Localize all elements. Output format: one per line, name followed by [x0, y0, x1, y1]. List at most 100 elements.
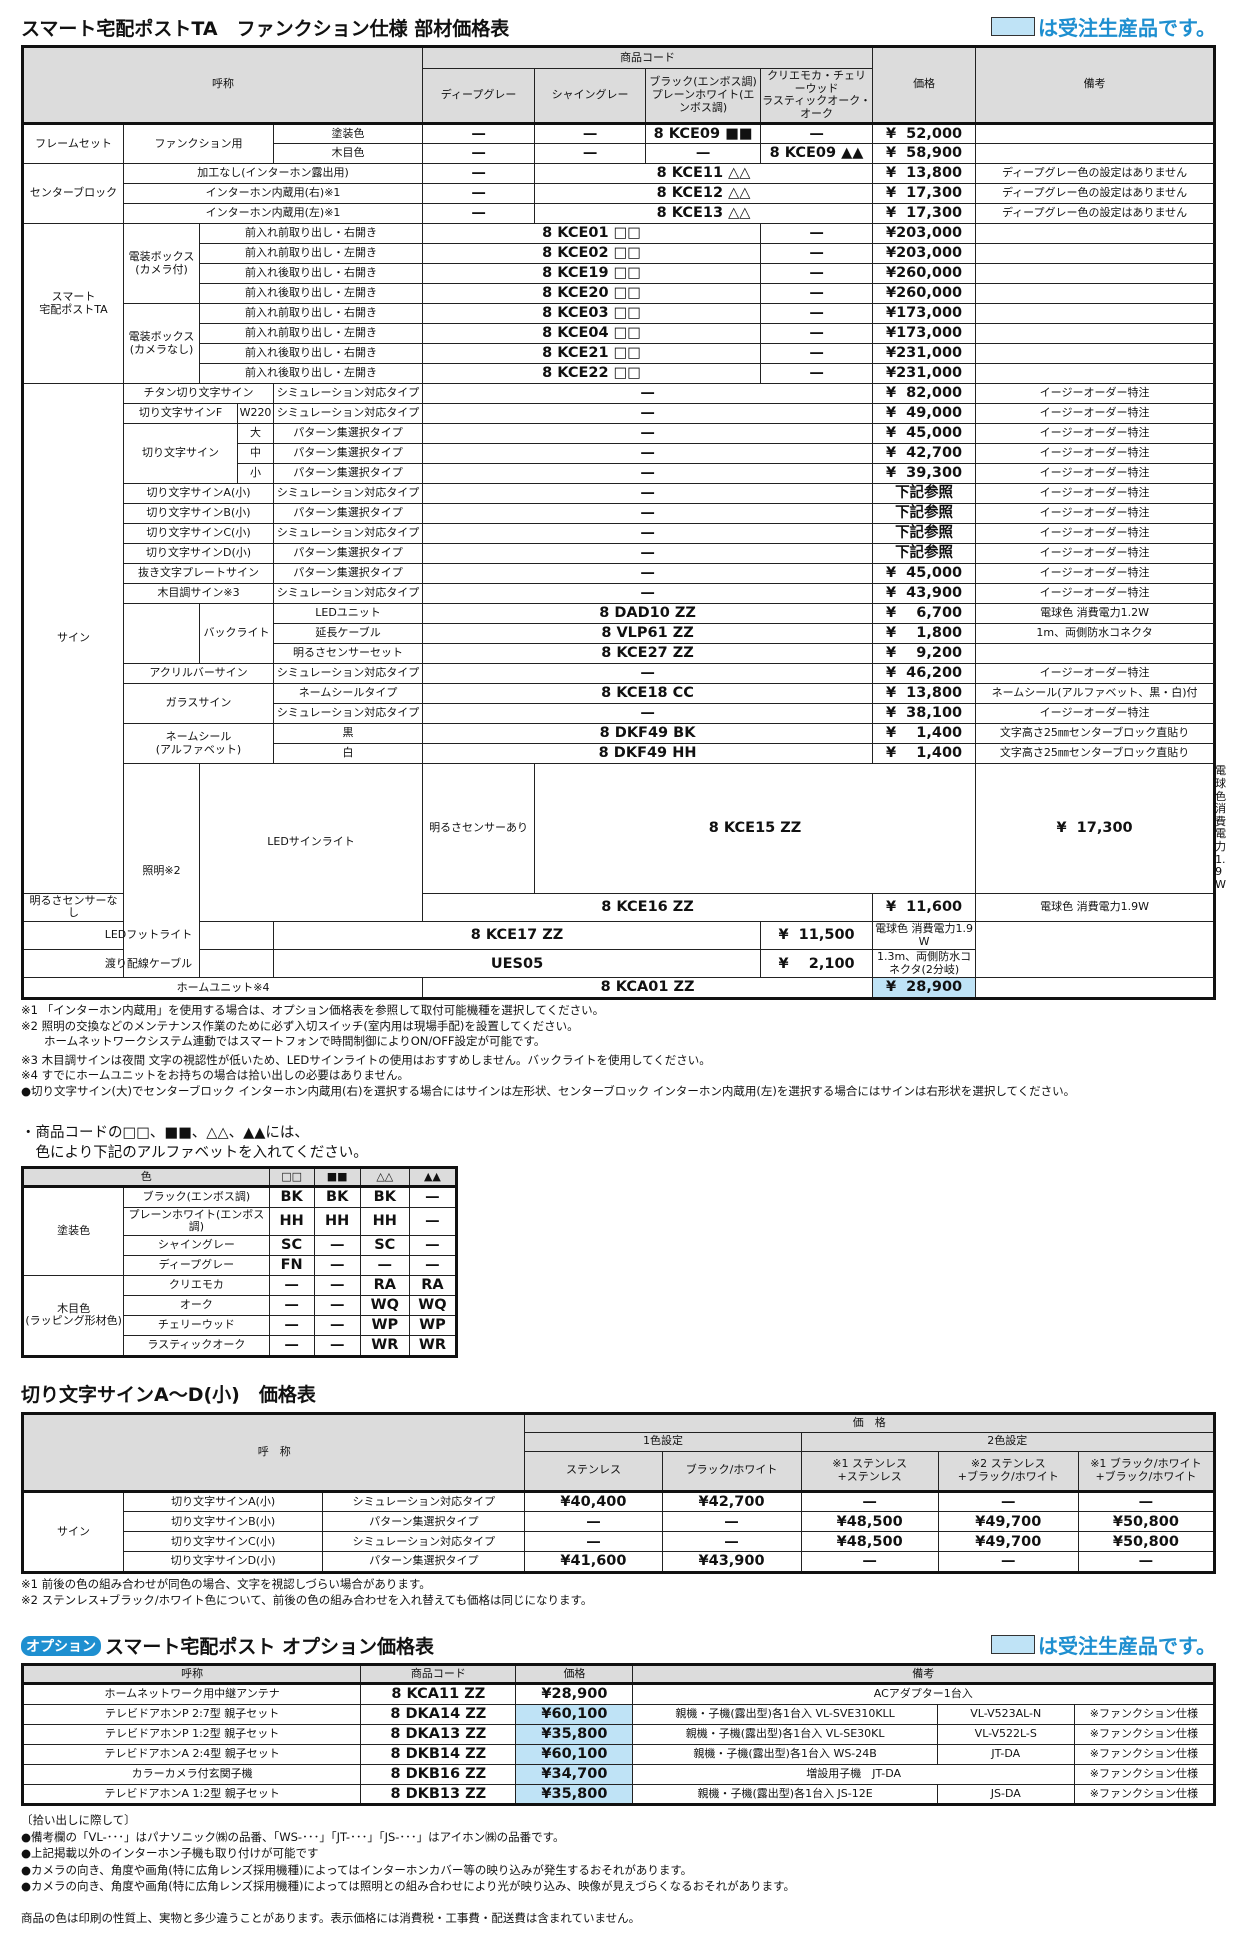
main-remarks-cell: イージーオーダー特注	[975, 703, 1215, 725]
option-label-cell: 増設用子機 JT-DA	[632, 1763, 1075, 1785]
main-price-cell: 下記参照	[872, 483, 977, 505]
option-row: テレビドアホンA 2:4型 親子セット 8 DKB14 ZZ ¥60,100 親機・子…	[21, 1743, 1216, 1765]
option-title-wrap: オプション スマート宅配ポスト オプション価格表	[21, 1632, 434, 1659]
main-row: 前入れ前取り出し・左開き 8 KCE04 □□ — ¥173,000	[23, 323, 1215, 345]
color_code-value-cell: HH	[268, 1206, 315, 1237]
legend-text: は受注生産品です。	[1038, 16, 1216, 40]
color_code-value-cell: —	[359, 1255, 410, 1277]
color_code-value-cell: HH	[359, 1206, 410, 1237]
sign_price-value-cell: —	[1077, 1490, 1216, 1513]
main-label-cell: 前入れ後取り出し・左開き	[198, 283, 424, 305]
color_code-label-cell: 木目色 (ラッピング形材色)	[21, 1275, 125, 1357]
option-row: カラーカメラ付玄関子機 8 DKB16 ZZ ¥34,700 増設用子機 JT-DA ※…	[21, 1763, 1216, 1785]
color_code-value-cell: BK	[268, 1186, 315, 1208]
sign_price-header-row: ステンレス ブラック/ホワイト ※1 ステンレス +ステンレス ※2 ステンレス +ブ…	[23, 1450, 1216, 1493]
note-line: ※2 ステンレス+ブラック/ホワイト色について、前後の色の組み合わせを入れ替えて…	[21, 1592, 593, 1607]
main-row: ネームシール (アルファベット) 黒 8 DKF49 BK ¥ 1,400 文字高さ25…	[23, 723, 1215, 765]
option-product-code-cell: 8 DKB13 ZZ	[360, 1783, 517, 1806]
option-title: スマート宅配ポスト オプション価格表	[105, 1636, 435, 1659]
color_code-row: 塗装色 ブラック(エンボス調) BK BK BK —	[21, 1186, 458, 1277]
sign_price-value-cell: —	[937, 1490, 1079, 1513]
color_code-value-cell: —	[313, 1315, 361, 1337]
main-label-cell	[123, 603, 200, 665]
main-label-cell: 小	[237, 463, 274, 485]
main-product-code-cell: —	[422, 583, 874, 605]
color_code-value-cell: HH	[313, 1206, 361, 1237]
main-remarks-cell: イージーオーダー特注	[975, 563, 1215, 585]
option-row: テレビドアホンP 1:2型 親子セット 8 DKA13 ZZ ¥35,800 親機・子…	[21, 1723, 1216, 1745]
main-row: 抜き文字プレートサイン パターン集選択タイプ — ¥ 45,000 イージーオーダー特注	[23, 563, 1215, 585]
main-remarks-cell: 電球色 消費電力1.9W	[1213, 763, 1227, 894]
main-row: アクリルバーサイン シミュレーション対応タイプ — ¥ 46,200 イージーオーダー特…	[23, 663, 1215, 685]
main-product-code-cell: —	[534, 143, 647, 165]
color-code-table: 色 □□ ■■ △△ ▲▲ 塗装色 ブラック(エンボス調) BK BK BK — プレーンホワイト(エ…	[21, 1166, 458, 1358]
main-product-code-cell: —	[422, 703, 874, 725]
main-product-code-cell: 8 KCE11 △△	[534, 163, 874, 185]
main-label-cell: LEDサインライト	[198, 763, 424, 922]
main-product-code-cell: —	[422, 423, 874, 445]
main-price-cell: ¥260,000	[872, 283, 977, 305]
main-label-cell: シミュレーション対応タイプ	[272, 703, 424, 725]
main-remarks-cell: イージーオーダー特注	[975, 403, 1215, 425]
color_code-value-cell: RA	[408, 1275, 458, 1297]
main-product-code-cell: 8 DKF49 BK	[422, 723, 874, 745]
main-label-cell: LEDフットライト	[22, 920, 274, 951]
option-label-cell: VL-V522L-S	[936, 1723, 1075, 1745]
sign_price-value-cell: —	[937, 1551, 1079, 1574]
main-label-cell: 前入れ後取り出し・左開き	[198, 363, 424, 385]
main-product-code-cell: 8 VLP61 ZZ	[422, 623, 874, 645]
color_code-label-cell: ディープグレー	[123, 1255, 270, 1277]
main-product-code-cell: —	[760, 323, 874, 345]
sign_price-value-cell: —	[800, 1490, 939, 1513]
main-label-cell: 切り文字サイン	[123, 423, 238, 485]
sign_price-value-cell: ¥48,500	[800, 1531, 939, 1553]
sign_price-column-header: ※1 ブラック/ホワイト +ブラック/ホワイト	[1077, 1450, 1216, 1493]
option-label-cell: ホームネットワーク用中継アンテナ	[21, 1683, 362, 1705]
main-row: 切り文字サインF W220 シミュレーション対応タイプ — ¥ 49,000 イージーオー…	[23, 403, 1215, 425]
color_code-value-cell: SC	[359, 1235, 410, 1257]
main-header-row: 呼称 商品コード 価格 備考	[21, 46, 1215, 125]
sign_price-label-cell: 切り文字サインA(小)	[123, 1490, 324, 1513]
main-remarks-cell: ネームシール(アルファベット、黒・白)付	[975, 683, 1215, 705]
main-label-cell: ネームシールタイプ	[272, 683, 424, 705]
main-row: サイン チタン切り文字サイン シミュレーション対応タイプ — ¥ 82,000 イージーオ…	[22, 383, 1215, 894]
sign_price-column-header: 2色設定	[800, 1431, 1216, 1452]
option-price-cell: ¥28,900	[515, 1683, 634, 1705]
sign_price-header-row: 呼 称価 格	[21, 1412, 1215, 1493]
option-label-cell: テレビドアホンA 2:4型 親子セット	[21, 1743, 362, 1765]
main-product-code-cell: —	[422, 383, 874, 405]
main-product-code-cell: 8 KCE02 □□	[422, 243, 762, 265]
main-product-code-cell: —	[760, 303, 874, 325]
main-remarks-cell	[975, 323, 1215, 345]
main-price-cell: ¥ 17,300	[872, 203, 977, 225]
option-label-cell: 親機・子機(露出型)各1台入 VL-SVE310KLL	[632, 1703, 938, 1725]
color_code-value-cell: —	[313, 1235, 361, 1257]
color_code-value-cell: FN	[268, 1255, 315, 1277]
option-label-cell: ※ファンクション仕様	[1073, 1783, 1216, 1806]
main-price-cell: ¥ 17,300	[872, 183, 977, 205]
main-row: 前入れ後取り出し・左開き 8 KCE20 □□ — ¥260,000	[23, 283, 1215, 305]
main-column-header: 商品コード	[422, 46, 874, 69]
main-remarks-cell	[975, 977, 1215, 1000]
main-remarks-cell: 電球色 消費電力1.2W	[975, 603, 1215, 625]
sign_price-value-cell: ¥50,800	[1077, 1511, 1216, 1533]
main-price-cell: ¥260,000	[872, 263, 977, 285]
main-label-cell: 電装ボックス (カメラなし)	[123, 303, 200, 385]
color_code-label-cell: プレーンホワイト(エンボス調)	[123, 1206, 270, 1237]
color_code-label-cell: 塗装色	[21, 1186, 125, 1277]
main-label-cell: パターン集選択タイプ	[272, 423, 424, 445]
main-price-cell: ¥ 52,000	[872, 122, 977, 145]
main-label-cell: パターン集選択タイプ	[272, 443, 424, 465]
option-row: テレビドアホンP 2:7型 親子セット 8 DKA14 ZZ ¥60,100 親機・子…	[21, 1703, 1216, 1725]
color_code-value-cell: —	[408, 1255, 458, 1277]
sign_price-label-cell: パターン集選択タイプ	[322, 1551, 526, 1574]
main-row: 切り文字サイン大パターン集選択タイプ — ¥ 45,000 イージーオーダー特注	[23, 423, 1215, 485]
main-price-cell: 下記参照	[872, 523, 977, 545]
main-price-cell: ¥ 13,800	[872, 163, 977, 185]
option-label-cell: テレビドアホンP 2:7型 親子セット	[21, 1703, 362, 1725]
color_code-label-cell: オーク	[123, 1295, 270, 1317]
option-notes: 〔拾い出しに際して〕 ●備考欄の「VL-･･･」はパナソニック㈱の品番、「WS-･…	[21, 1812, 1216, 1895]
color_code-header-row: 色 □□ ■■ △△ ▲▲	[22, 1167, 458, 1189]
intro-line: ・商品コードの□□、■■、△△、▲▲には、	[21, 1125, 309, 1142]
main-price-cell: 下記参照	[872, 503, 977, 525]
